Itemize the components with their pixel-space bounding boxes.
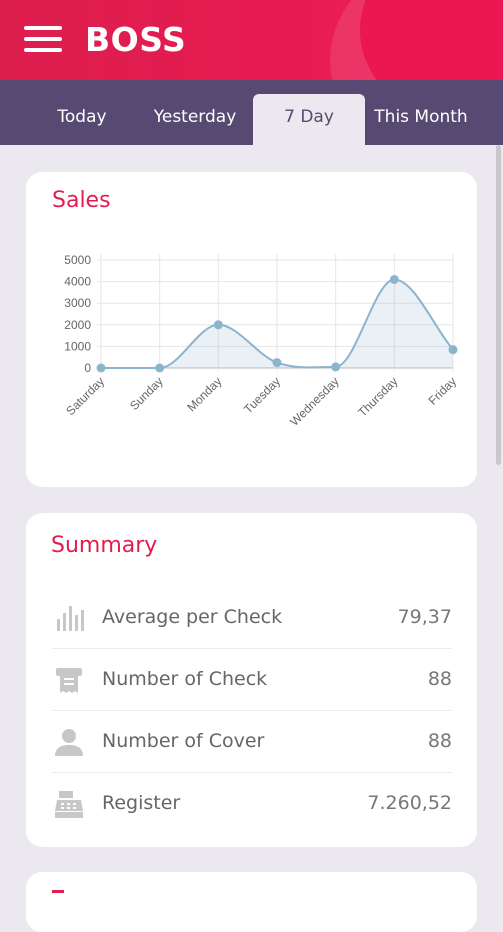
summary-row-register: Register 7.260,52 <box>52 773 452 834</box>
data-point <box>155 363 165 373</box>
summary-row-average-per-check: Average per Check 79,37 <box>52 587 452 649</box>
y-tick-label: 0 <box>84 361 91 375</box>
summary-row-number-of-cover: Number of Cover 88 <box>52 711 452 773</box>
sales-card: Sales 0 1000 2000 3000 4000 5000 Saturday Sunda… <box>26 172 477 487</box>
summary-label: Number of Check <box>102 668 268 690</box>
summary-title: Summary <box>51 533 158 558</box>
tab-today[interactable]: Today <box>57 107 107 127</box>
app-title: BOSS <box>85 20 187 59</box>
sales-chart: 0 1000 2000 3000 4000 5000 Saturday Sunday Monda… <box>63 253 459 429</box>
cash-register-icon <box>55 791 83 818</box>
summary-label: Register <box>102 792 181 814</box>
x-tick-label: Saturday <box>63 374 107 418</box>
sales-area-fill <box>101 279 453 368</box>
summary-value: 88 <box>427 730 452 752</box>
summary-card: Summary Average per Check 79,37 Number o… <box>26 513 477 847</box>
summary-value: 88 <box>427 668 452 690</box>
summary-label: Average per Check <box>102 606 283 628</box>
header-decoration-accent <box>360 0 503 80</box>
y-tick-label: 2000 <box>64 318 91 332</box>
x-tick-label: Wednesday <box>287 374 342 429</box>
summary-label: Number of Cover <box>102 730 265 752</box>
y-tick-label: 4000 <box>64 275 91 289</box>
data-point <box>213 320 223 330</box>
summary-row-number-of-check: Number of Check 88 <box>52 649 452 711</box>
data-point <box>448 345 458 355</box>
y-tick-label: 5000 <box>64 253 91 267</box>
sales-title: Sales <box>52 188 111 213</box>
tab-yesterday[interactable]: Yesterday <box>153 107 237 127</box>
tab-7-day[interactable]: 7 Day <box>253 94 365 145</box>
next-card-title-fragment <box>52 890 64 903</box>
period-tabs: Today Yesterday 7 Day This Month <box>0 80 503 145</box>
x-tick-label: Sunday <box>127 374 166 413</box>
hamburger-menu-icon[interactable] <box>24 24 62 54</box>
summary-list: Average per Check 79,37 Number of Check … <box>26 587 477 847</box>
data-point <box>389 274 399 284</box>
y-tick-label: 3000 <box>64 296 91 310</box>
x-tick-label: Monday <box>184 374 224 414</box>
x-tick-label: Thursday <box>355 374 400 419</box>
summary-value: 79,37 <box>397 606 452 628</box>
data-point <box>272 358 282 368</box>
data-point <box>96 363 106 373</box>
next-card <box>26 872 477 932</box>
x-tick-label: Tuesday <box>241 374 283 416</box>
summary-value: 7.260,52 <box>367 792 452 814</box>
receipt-icon <box>56 668 82 693</box>
data-point <box>331 362 341 372</box>
scrollbar[interactable] <box>496 145 501 465</box>
tab-this-month[interactable]: This Month <box>374 107 468 127</box>
app-bar: BOSS <box>0 0 503 80</box>
bar-chart-icon <box>57 606 84 631</box>
person-icon <box>55 729 83 756</box>
y-tick-label: 1000 <box>64 339 91 353</box>
x-tick-label: Friday <box>426 374 459 407</box>
